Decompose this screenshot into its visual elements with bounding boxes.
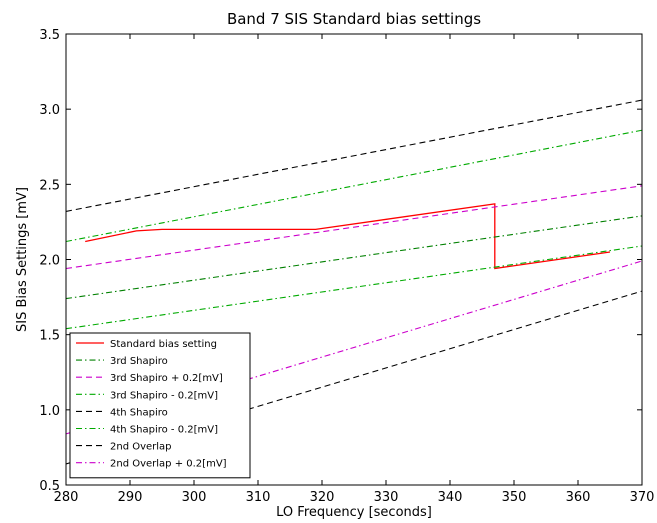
legend: Standard bias setting 3rd Shapiro 3rd Shap… [69,332,251,479]
series-line-1 [85,203,611,270]
series-line-4 [66,245,642,330]
y-tick-label: 1.5 [39,329,60,344]
chart-title: Band 7 SIS Standard bias settings [227,10,481,28]
y-axis-label: SIS Bias Settings [mV] [15,187,30,332]
legend-label: 3rd Shapiro [110,356,168,367]
x-tick-label: 300 [182,490,207,505]
legend-box [69,332,251,479]
legend-label: 4th Shapiro [110,407,168,418]
series-line-6 [66,129,642,243]
x-tick-label: 320 [310,490,335,505]
x-axis-label: LO Frequency [seconds] [276,505,432,520]
x-tick-label: 370 [630,490,655,505]
series-line-5 [66,99,642,212]
y-tick-label: 1.0 [39,404,60,419]
x-tick-label: 350 [502,490,527,505]
y-tick-label: 0.5 [39,479,60,494]
x-tick-label: 360 [566,490,591,505]
x-tick-label: 310 [246,490,271,505]
y-tick-label: 2.5 [39,178,60,193]
y-tick-label: 3.0 [39,103,60,118]
series-line-3 [66,185,642,270]
axis-ticks: 280 290 300 310 320 330 340 350 360 370 0.5 1.0 1.5 2… [39,28,654,505]
plot-area [66,99,642,465]
legend-label: 3rd Shapiro - 0.2[mV] [110,390,218,401]
legend-label: 4th Shapiro - 0.2[mV] [110,425,218,436]
series-line-2 [66,215,642,300]
x-tick-label: 330 [374,490,399,505]
y-tick-label: 2.0 [39,254,60,269]
x-tick-label: 340 [438,490,463,505]
legend-label: Standard bias setting [110,339,217,350]
x-tick-label: 280 [54,490,79,505]
legend-label: 3rd Shapiro + 0.2[mV] [110,373,223,384]
legend-label: 2nd Overlap + 0.2[mV] [110,459,227,470]
x-tick-label: 290 [118,490,143,505]
legend-label: 2nd Overlap [110,442,172,453]
y-tick-label: 3.5 [39,28,60,43]
